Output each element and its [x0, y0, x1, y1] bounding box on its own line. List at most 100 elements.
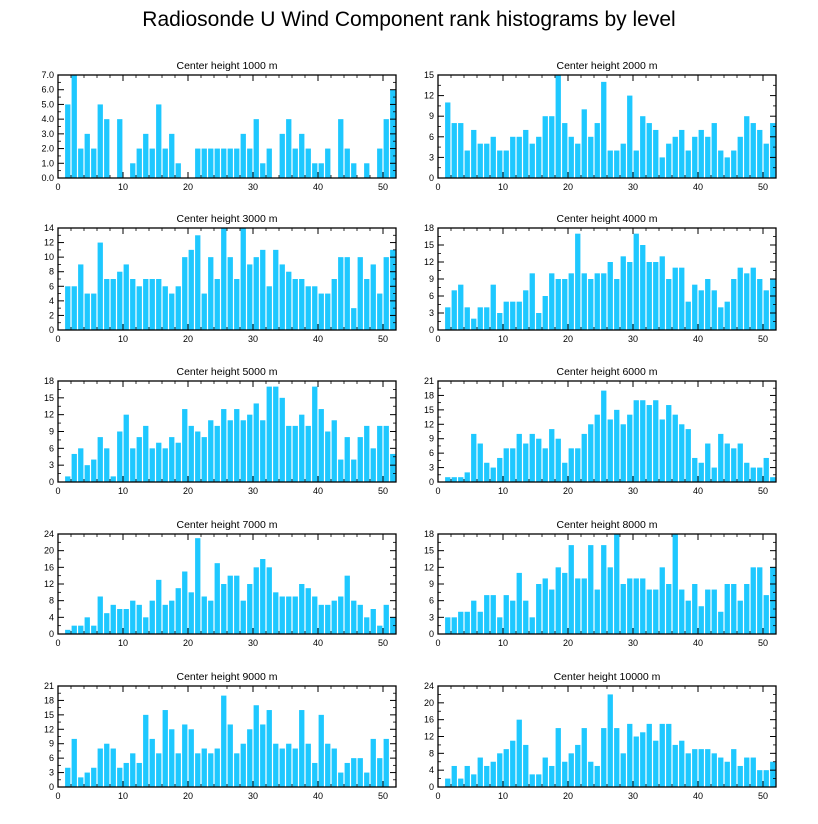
bar — [84, 617, 90, 634]
bar — [305, 743, 311, 787]
x-tick-label: 10 — [498, 182, 508, 192]
bar — [318, 293, 324, 330]
bar — [299, 710, 305, 787]
x-tick-label: 30 — [628, 638, 638, 648]
bar — [201, 437, 207, 482]
bar — [685, 600, 691, 634]
bar — [679, 589, 685, 634]
bar — [737, 136, 743, 178]
bar — [516, 572, 522, 634]
x-tick-label: 30 — [628, 486, 638, 496]
bar — [490, 595, 496, 634]
bar — [555, 75, 561, 178]
y-tick-label: 3 — [429, 463, 434, 473]
bar — [266, 286, 272, 330]
bar — [91, 767, 97, 787]
bar — [562, 462, 568, 482]
bar — [240, 228, 246, 330]
bar — [490, 284, 496, 330]
bar — [377, 293, 383, 330]
bar — [562, 572, 568, 634]
y-tick-label: 6 — [429, 291, 434, 301]
bar — [325, 148, 331, 178]
bar — [234, 279, 240, 330]
x-tick-label: 20 — [563, 791, 573, 801]
bar — [318, 409, 324, 482]
bar — [516, 433, 522, 482]
bar — [208, 420, 214, 482]
bar — [646, 589, 652, 634]
bar — [84, 133, 90, 178]
bar — [523, 290, 529, 330]
y-tick-label: 12 — [44, 410, 54, 420]
bar — [711, 290, 717, 330]
bar — [594, 765, 600, 787]
bar — [169, 437, 175, 482]
y-tick-label: 2 — [49, 310, 54, 320]
bar — [484, 143, 490, 178]
bar — [312, 163, 318, 178]
bar — [685, 301, 691, 330]
bar — [757, 129, 763, 178]
bar — [221, 148, 227, 178]
x-tick-label: 30 — [248, 182, 258, 192]
bar — [640, 245, 646, 330]
bar — [458, 778, 464, 787]
bar — [286, 596, 292, 634]
bar — [305, 425, 311, 482]
y-tick-label: 18 — [44, 376, 54, 386]
x-tick-label: 40 — [313, 182, 323, 192]
bar — [143, 425, 149, 482]
bar — [156, 579, 162, 634]
bar — [763, 770, 769, 787]
bar — [117, 271, 123, 330]
bar — [458, 477, 464, 482]
bar — [601, 728, 607, 787]
bar — [78, 448, 84, 482]
x-tick-label: 30 — [628, 182, 638, 192]
bar — [588, 761, 594, 787]
y-tick-label: 16 — [424, 715, 434, 725]
x-tick-label: 0 — [435, 638, 440, 648]
bar — [744, 273, 750, 330]
bar — [201, 596, 207, 634]
y-tick-label: 12 — [424, 257, 434, 267]
bar — [273, 743, 279, 787]
bar — [364, 163, 370, 178]
bar — [555, 728, 561, 787]
bar — [292, 425, 298, 482]
bar — [247, 584, 253, 634]
bar — [299, 414, 305, 482]
bar — [458, 123, 464, 178]
bar — [601, 273, 607, 330]
y-tick-label: 3.0 — [41, 129, 54, 139]
x-tick-label: 10 — [498, 638, 508, 648]
bar — [692, 284, 698, 330]
y-tick-label: 0 — [49, 325, 54, 335]
bar — [620, 753, 626, 787]
bar — [633, 150, 639, 178]
bar — [653, 129, 659, 178]
y-tick-label: 0 — [429, 477, 434, 487]
y-tick-label: 12 — [424, 732, 434, 742]
bar — [390, 617, 396, 634]
bar — [477, 611, 483, 634]
bar — [331, 600, 337, 634]
bar — [104, 448, 110, 482]
x-tick-label: 0 — [435, 182, 440, 192]
bar — [201, 748, 207, 787]
bar — [620, 256, 626, 330]
bar — [711, 589, 717, 634]
bar — [770, 761, 776, 787]
bar — [614, 728, 620, 787]
bar — [97, 596, 103, 634]
bar — [253, 567, 259, 634]
x-tick-label: 40 — [693, 486, 703, 496]
bar — [240, 600, 246, 634]
panel-10: Center height 10000 m 0 10 20 30 40 50 0 4 8 12 16 2… — [424, 671, 777, 801]
bar — [477, 757, 483, 787]
bar — [549, 429, 555, 482]
bar — [666, 143, 672, 178]
x-tick-label: 10 — [118, 334, 128, 344]
bar — [523, 129, 529, 178]
